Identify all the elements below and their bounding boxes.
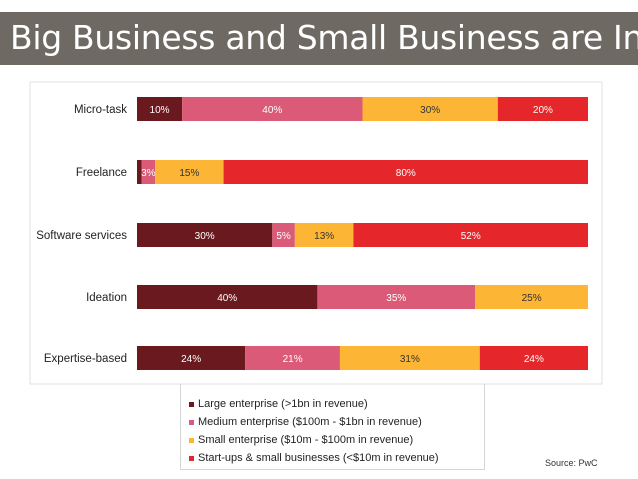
bar-segment <box>272 223 295 247</box>
bar-segment <box>479 346 588 370</box>
legend-swatch <box>189 401 194 407</box>
legend-item: Large enterprise (>1bn in revenue) <box>189 398 368 410</box>
data-label: 40% <box>262 105 282 116</box>
bar-segment <box>339 346 480 370</box>
legend-item: Small enterprise ($10m - $100m in revenu… <box>189 434 413 446</box>
data-label: 35% <box>386 293 406 304</box>
category-label: Micro-task <box>74 104 127 116</box>
legend-label: Small enterprise ($10m - $100m in revenu… <box>198 434 414 446</box>
bar-segment <box>137 160 142 184</box>
data-label: 13% <box>314 231 334 242</box>
bar-segment <box>137 346 246 370</box>
data-label: 52% <box>461 231 481 242</box>
data-label: 24% <box>181 354 201 365</box>
data-label: 21% <box>283 354 303 365</box>
bar-segment <box>475 285 588 309</box>
bar-segment <box>223 160 588 184</box>
bar-segment <box>245 346 340 370</box>
page-title: Big Business and Small Business are In! <box>10 18 638 57</box>
data-label: 10% <box>150 105 170 116</box>
source-note: Source: PwC <box>545 458 598 468</box>
bar-segment <box>317 285 476 309</box>
bar-segment <box>353 223 588 247</box>
category-label: Expertise-based <box>44 353 127 365</box>
legend-label: Large enterprise (>1bn in revenue) <box>198 398 368 410</box>
data-label: 40% <box>217 293 237 304</box>
legend-item: Start-ups & small businesses (<$10m in r… <box>189 452 439 464</box>
legend-swatch <box>189 455 194 461</box>
category-label: Ideation <box>86 292 127 304</box>
data-label: 15% <box>179 168 199 179</box>
data-label: 24% <box>524 354 544 365</box>
data-label: 5% <box>276 231 291 242</box>
bar-segment <box>137 223 273 247</box>
legend-swatch <box>189 437 194 443</box>
bar-segment <box>182 97 363 121</box>
legend-label: Medium enterprise ($100m - $1bn in reven… <box>198 416 422 428</box>
legend-label: Start-ups & small businesses (<$10m in r… <box>198 452 439 464</box>
bar-segment <box>137 97 183 121</box>
bar-segment <box>362 97 498 121</box>
bar-segment <box>294 223 354 247</box>
title-bar: Big Business and Small Business are In! <box>0 12 638 65</box>
bar-segment <box>141 160 156 184</box>
chart-legend: Large enterprise (>1bn in revenue) Medium… <box>180 384 485 470</box>
bar-segment <box>155 160 224 184</box>
bar-segment <box>497 97 588 121</box>
data-label: 25% <box>522 293 542 304</box>
bar-segment <box>137 285 318 309</box>
data-label: 30% <box>195 231 215 242</box>
category-label: Software services <box>36 230 127 242</box>
legend-swatch <box>189 419 194 425</box>
legend-item: Medium enterprise ($100m - $1bn in reven… <box>189 416 422 428</box>
data-label: 31% <box>400 354 420 365</box>
category-label: Freelance <box>76 167 127 179</box>
data-label: 20% <box>533 105 553 116</box>
data-label: 30% <box>420 105 440 116</box>
plot-frame <box>29 81 603 385</box>
data-label: 80% <box>396 168 416 179</box>
data-label: 3% <box>141 168 156 179</box>
